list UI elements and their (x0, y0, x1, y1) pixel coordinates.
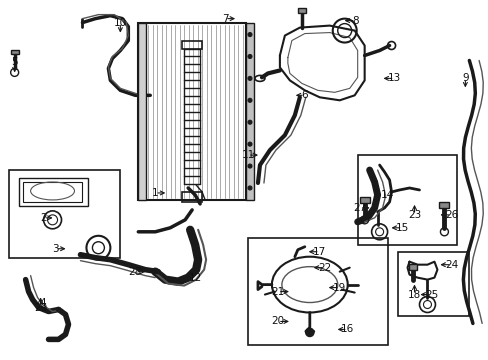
Text: 15: 15 (395, 223, 408, 233)
Bar (22, 182, 82, 202)
Text: 21: 21 (271, 287, 284, 297)
Text: 24: 24 (444, 260, 457, 270)
Text: 6: 6 (301, 90, 307, 100)
Circle shape (247, 164, 251, 168)
Bar (439, 202, 448, 208)
Bar (182, 41, 202, 49)
Text: 18: 18 (407, 289, 420, 300)
Text: 1: 1 (152, 188, 158, 198)
Text: 14: 14 (380, 190, 393, 200)
Bar (138, 23, 245, 200)
Text: 5: 5 (11, 58, 18, 67)
Text: 29: 29 (34, 302, 47, 312)
Text: 20: 20 (271, 316, 284, 327)
Bar (397, 252, 468, 316)
Circle shape (247, 120, 251, 124)
Circle shape (247, 32, 251, 37)
Text: 8: 8 (352, 15, 358, 26)
Bar (297, 8, 305, 13)
Text: 23: 23 (407, 210, 420, 220)
Text: 28: 28 (128, 267, 142, 276)
Bar (247, 238, 387, 345)
Bar (359, 197, 369, 203)
Bar (138, 23, 146, 200)
Bar (11, 50, 19, 54)
Text: 19: 19 (332, 283, 346, 293)
Text: 9: 9 (461, 73, 468, 84)
Text: 16: 16 (341, 324, 354, 334)
Bar (19, 178, 88, 206)
Text: 4: 4 (39, 297, 46, 307)
Circle shape (247, 142, 251, 146)
Text: 17: 17 (312, 247, 326, 257)
Bar (245, 23, 253, 200)
Text: 27: 27 (352, 203, 366, 213)
Text: 25: 25 (424, 289, 437, 300)
Circle shape (247, 98, 251, 102)
Text: 10: 10 (114, 18, 127, 28)
Text: 2: 2 (40, 213, 47, 223)
Circle shape (247, 186, 251, 190)
Bar (182, 192, 202, 202)
Bar (9, 170, 120, 258)
Text: 11: 11 (241, 150, 254, 160)
Bar (357, 155, 456, 245)
Circle shape (247, 76, 251, 80)
Text: 26: 26 (444, 210, 457, 220)
Text: 13: 13 (387, 73, 400, 84)
Bar (407, 264, 416, 270)
Text: 3: 3 (52, 244, 59, 254)
Circle shape (305, 328, 313, 336)
Text: 7: 7 (221, 14, 228, 24)
Text: 12: 12 (188, 273, 202, 283)
Circle shape (247, 54, 251, 58)
Text: 22: 22 (318, 263, 331, 273)
